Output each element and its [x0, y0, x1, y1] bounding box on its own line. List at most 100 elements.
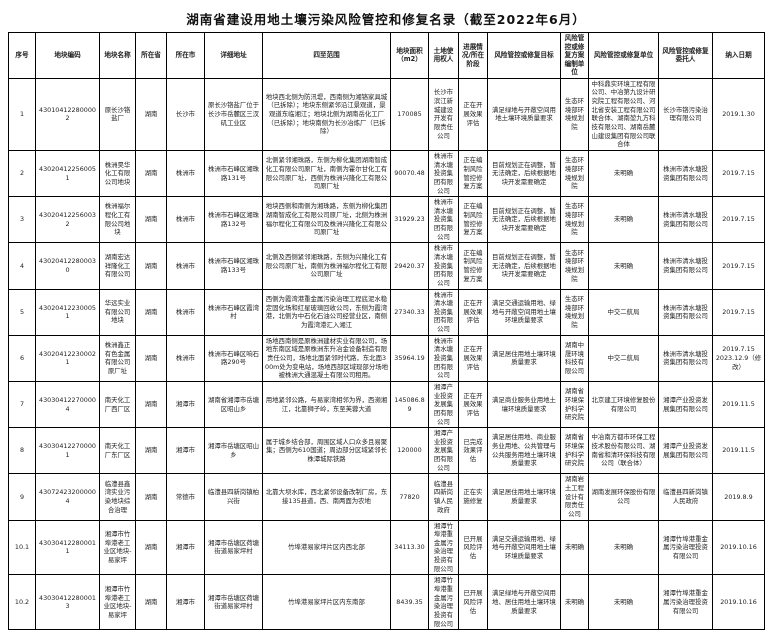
- cell-r10-c7: 8439.35: [390, 574, 429, 630]
- table-row: 8 430304122700001 南天化工厂东厂区 湖南 湘潭市 湘潭市岳塘区昭山乡 属于…: [8, 427, 765, 475]
- cell-r0-c2: 原长沙铬盐厂: [99, 77, 136, 151]
- cell-r9-c10: 满足交通运输用地、绿地与开敞空间用地土壤环境质量要求: [487, 519, 561, 576]
- cell-r6-c2: 南天化工厂西厂区: [99, 380, 136, 429]
- cell-r4-c1: 430204122300051: [35, 288, 100, 336]
- cell-r10-c4: 湘潭市: [166, 574, 205, 630]
- cell-r2-c5: 株洲市石峰区湘珠路132号: [204, 196, 263, 244]
- cell-r4-c10: 满足交通运输用地、绿地与开敞空间用地土壤环境质量要求: [487, 288, 561, 336]
- cell-r5-c3: 湖南: [135, 334, 167, 382]
- cell-r7-c0: 8: [8, 427, 36, 475]
- cell-r4-c6: 西侧为霞湾港重金属污染治理工程底泥水稳定固化场和红星玻璃回收公司，东侧为霞湾港，…: [262, 288, 391, 336]
- cell-r5-c5: 株洲市石峰区响石路290号: [204, 334, 263, 382]
- cell-r9-c9: 已开展风险评估: [458, 519, 488, 576]
- cell-r6-c7: 145086.89: [390, 380, 429, 429]
- cell-r6-c0: 7: [8, 380, 36, 429]
- cell-r7-c6: 属于城乡结合部，周围区域人口众多且易聚集；西侧为610国道；周边部分区域紧邻长株…: [262, 427, 391, 475]
- cell-r0-c5: 原长沙铬盐厂位于长沙市岳麓区三汊矶工业区: [204, 77, 263, 151]
- cell-r4-c0: 5: [8, 288, 36, 336]
- cell-r6-c8: 湘潭产业投资发展集团有限公司: [428, 380, 459, 429]
- cell-r2-c3: 湖南: [135, 196, 167, 244]
- cell-r1-c4: 株洲市: [166, 149, 205, 198]
- cell-r8-c5: 临澧县四新岗镇柏兴街: [204, 473, 263, 521]
- cell-r5-c0: 6: [8, 334, 36, 382]
- cell-r9-c1: 430304122800011: [35, 519, 100, 576]
- cell-r2-c11: 生态环境部环境规划院: [560, 196, 589, 244]
- cell-r0-c13: 长沙市铬污染治理有限公司: [658, 77, 713, 151]
- cell-r2-c14: 2019.7.15: [712, 196, 765, 244]
- cell-r10-c5: 湘潭市岳塘区荷塘街道易家坪村: [204, 574, 263, 630]
- cell-r8-c14: 2019.8.9: [712, 473, 765, 521]
- cell-r8-c12: 湖南发展环保股份有限公司: [588, 473, 659, 521]
- cell-r3-c10: 目前规划正在调整，暂无法确定，后续根据地块开发需要确定: [487, 242, 561, 290]
- cell-r1-c14: 2019.7.15: [712, 149, 765, 198]
- cell-r4-c8: 株洲市清水塘投资集团有限公司: [428, 288, 459, 336]
- column-header-3: 所在省: [135, 32, 167, 79]
- table-header: 序号 地块编码 地块名称 所在省 所在市 详细地址 四至范围 地块面积（m2） 土地使用权人 进展…: [8, 32, 765, 79]
- cell-r8-c9: 正在实施修复: [458, 473, 488, 521]
- records-table: 序号 地块编码 地块名称 所在省 所在市 详细地址 四至范围 地块面积（m2） 土地使用权人 进展…: [8, 32, 765, 630]
- cell-r7-c4: 湘潭市: [166, 427, 205, 475]
- cell-r0-c11: 生态环境部环境规划院: [560, 77, 589, 151]
- cell-r3-c1: 430204122800030: [35, 242, 100, 290]
- table-row: 5 430204122300051 华远实业有限公司地块 湖南 株洲市 株洲市石峰区霞湾村…: [8, 288, 765, 336]
- cell-r2-c0: 3: [8, 196, 36, 244]
- table-row: 3 430204122560032 株洲福尔程化工有限公司地块 湖南 株洲市 株洲市石峰区…: [8, 196, 765, 244]
- cell-r9-c5: 湘潭市岳塘区荷塘街道易家坪村: [204, 519, 263, 576]
- cell-r8-c7: 77820: [390, 473, 429, 521]
- cell-r7-c9: 已完成效果评估: [458, 427, 488, 475]
- cell-r0-c7: 170085: [390, 77, 429, 151]
- cell-r4-c3: 湖南: [135, 288, 167, 336]
- table-row: 9 430724232000004 临澧县鑫湾实业污染地块综合治理 湖南 常德市 临澧县四…: [8, 473, 765, 521]
- cell-r8-c11: 湖南岩土工程设计有限责任公司: [560, 473, 589, 521]
- cell-r4-c9: 正在开展效果评估: [458, 288, 488, 336]
- cell-r9-c11: 未明确: [560, 519, 589, 576]
- cell-r1-c12: 未明确: [588, 149, 659, 198]
- cell-r10-c2: 湘潭市竹埠港老工业区地块-易家坪: [99, 574, 136, 630]
- cell-r7-c14: 2019.11.5: [712, 427, 765, 475]
- cell-r1-c0: 2: [8, 149, 36, 198]
- cell-r9-c3: 湖南: [135, 519, 167, 576]
- cell-r6-c5: 湖南省湘潭市岳塘区昭山乡: [204, 380, 263, 429]
- cell-r3-c9: 正在编制风险管控修复方案: [458, 242, 488, 290]
- cell-r8-c6: 北靠大坝水库，西北紧邻设备改制厂房，东接135县道，西、南两面为农地: [262, 473, 391, 521]
- cell-r2-c2: 株洲福尔程化工有限公司地块: [99, 196, 136, 244]
- cell-r8-c8: 临澧县四新岗镇人民政府: [428, 473, 459, 521]
- cell-r7-c1: 430304122700001: [35, 427, 100, 475]
- cell-r1-c7: 90070.48: [390, 149, 429, 198]
- column-header-4: 所在市: [166, 32, 205, 79]
- cell-r4-c4: 株洲市: [166, 288, 205, 336]
- cell-r3-c0: 4: [8, 242, 36, 290]
- cell-r1-c3: 湖南: [135, 149, 167, 198]
- table-row: 1 430104122800002 原长沙铬盐厂 湖南 长沙市 原长沙铬盐厂位于长沙市岳麓…: [8, 77, 765, 151]
- cell-r8-c1: 430724232000004: [35, 473, 100, 521]
- cell-r9-c14: 2019.10.16: [712, 519, 765, 576]
- cell-r0-c3: 湖南: [135, 77, 167, 151]
- cell-r5-c12: 中交二航局: [588, 334, 659, 382]
- cell-r10-c8: 湘潭竹埠港重金属污染治理投资有限公司: [428, 574, 459, 630]
- cell-r5-c1: 430204122300021: [35, 334, 100, 382]
- cell-r7-c11: 湖南省环境保护科学研究院: [560, 427, 589, 475]
- cell-r6-c4: 湘潭市: [166, 380, 205, 429]
- cell-r1-c10: 目前规划正在调整，暂无法确定，后续根据地块开发需要确定: [487, 149, 561, 198]
- cell-r10-c1: 430304122800013: [35, 574, 100, 630]
- cell-r7-c10: 满足居住用地、商业服务业用地、公共管理与公共服务用地土壤环境质量要求: [487, 427, 561, 475]
- table-row: 6 430204122300021 株洲鑫正有色金属有限公司原厂址 湖南 株洲市 株洲市石…: [8, 334, 765, 382]
- cell-r5-c6: 场地西南侧是原株洲建材实业有限公司，场地东南区域是原株洲东升冶金设备制造有限责任…: [262, 334, 391, 382]
- column-header-5: 详细地址: [204, 32, 263, 79]
- cell-r2-c8: 株洲市清水塘投资集团有限公司: [428, 196, 459, 244]
- cell-r2-c12: 未明确: [588, 196, 659, 244]
- cell-r4-c2: 华远实业有限公司地块: [99, 288, 136, 336]
- cell-r3-c13: 株洲市清水塘投资集团有限公司: [658, 242, 713, 290]
- cell-r5-c9: 正在开展效果评估: [458, 334, 488, 382]
- cell-r2-c7: 31929.23: [390, 196, 429, 244]
- column-header-1: 地块编码: [35, 32, 100, 79]
- cell-r0-c12: 中科鼎实环境工程有限公司、中冶第九设计研究院工程有限公司、河北省安装工程有限公司…: [588, 77, 659, 151]
- cell-r6-c1: 430304122700004: [35, 380, 100, 429]
- cell-r3-c14: 2019.7.15: [712, 242, 765, 290]
- cell-r4-c13: 株洲市清水塘投资集团有限公司: [658, 288, 713, 336]
- column-header-10: 风险管控或修复目标: [487, 32, 561, 79]
- cell-r8-c3: 湖南: [135, 473, 167, 521]
- cell-r3-c4: 株洲市: [166, 242, 205, 290]
- cell-r4-c5: 株洲市石峰区霞湾村: [204, 288, 263, 336]
- cell-r1-c11: 生态环境部环境规划院: [560, 149, 589, 198]
